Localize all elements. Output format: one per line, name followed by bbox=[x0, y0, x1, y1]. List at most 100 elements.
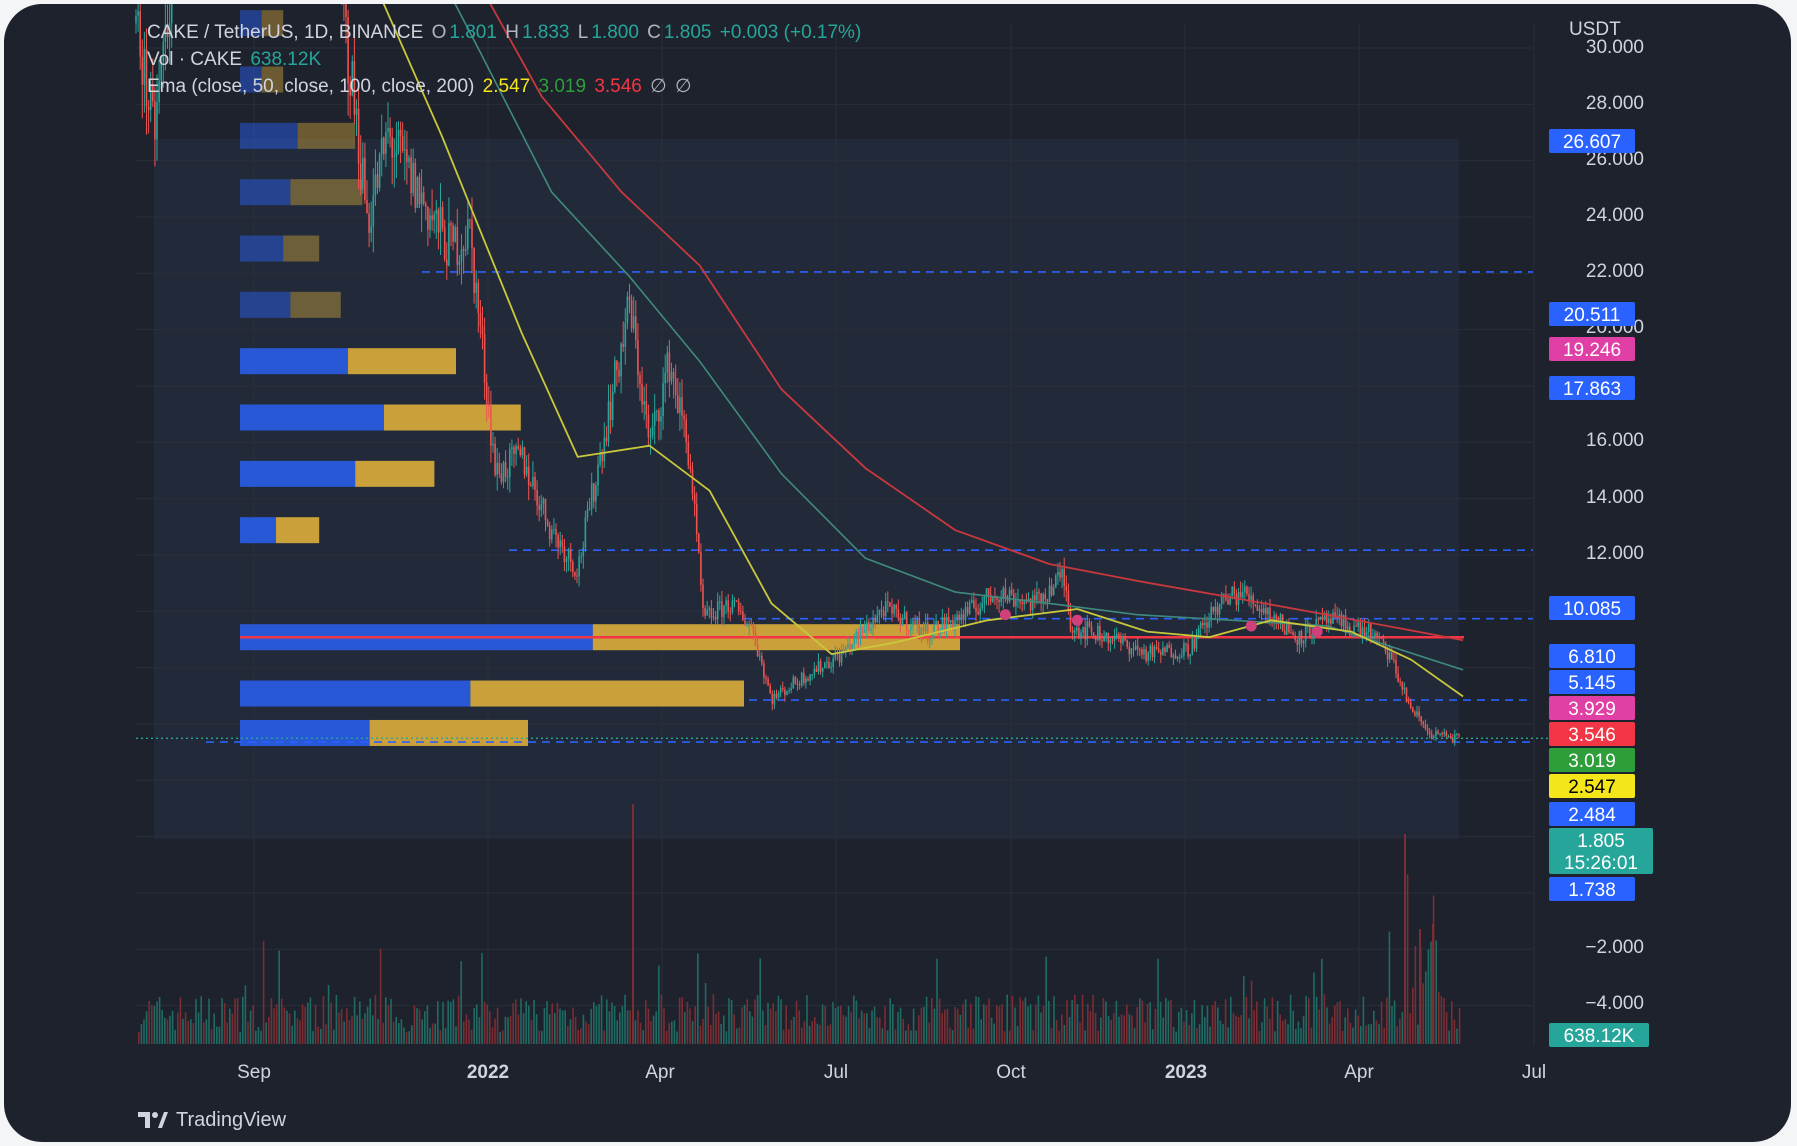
volume-bar bbox=[811, 1021, 813, 1044]
candle-body bbox=[1426, 728, 1429, 732]
candle-body bbox=[422, 192, 425, 204]
candle-body bbox=[1055, 575, 1057, 588]
volume-bar bbox=[1383, 1027, 1385, 1044]
volume-bar bbox=[496, 1007, 499, 1044]
ema100-line[interactable] bbox=[136, 4, 1464, 671]
volume-bar bbox=[197, 1012, 200, 1044]
volume-bar bbox=[1240, 1015, 1242, 1044]
volume-bar bbox=[1323, 994, 1326, 1044]
volume-label[interactable]: Vol · CAKE bbox=[147, 49, 243, 70]
ema-label[interactable]: Ema (close, 50, close, 100, close, 200) bbox=[147, 76, 475, 97]
volume-bar bbox=[548, 1014, 551, 1044]
candle-body bbox=[418, 177, 421, 205]
candle-body bbox=[1105, 632, 1107, 637]
candle-body bbox=[492, 443, 494, 446]
time-axis[interactable]: Sep 2022 Apr Jul Oct 2023 Apr Jul bbox=[237, 1062, 1546, 1083]
candle-body bbox=[790, 688, 792, 691]
volume-bar bbox=[1141, 1000, 1144, 1044]
volume-bar bbox=[990, 1017, 993, 1044]
time-tick-label: 2022 bbox=[467, 1062, 509, 1083]
candle-body bbox=[824, 662, 826, 669]
price-axis-unit[interactable]: USDT bbox=[1569, 19, 1621, 40]
tradingview-brand[interactable]: TradingView bbox=[138, 1106, 286, 1134]
volume-bar bbox=[894, 1029, 897, 1044]
candle-body bbox=[891, 606, 893, 614]
ema50-line[interactable] bbox=[136, 4, 1464, 698]
candle-body bbox=[1409, 702, 1412, 708]
volume-bar bbox=[1256, 1001, 1258, 1044]
candle-body bbox=[1229, 596, 1231, 605]
candle-body bbox=[1388, 652, 1391, 660]
volume-bar bbox=[647, 1008, 650, 1044]
volume-bar bbox=[1287, 1024, 1289, 1044]
candle-body bbox=[637, 340, 639, 376]
volume-bar bbox=[255, 1030, 257, 1044]
candle-body bbox=[981, 603, 984, 609]
candle-body bbox=[595, 485, 597, 502]
volume-bar bbox=[1315, 996, 1318, 1044]
volume-bar bbox=[1139, 998, 1141, 1044]
volume-bar bbox=[1297, 1021, 1300, 1044]
volume-bar bbox=[1451, 1001, 1453, 1044]
volume-bar bbox=[343, 1021, 345, 1044]
candle-body bbox=[1248, 594, 1250, 601]
candle-body bbox=[1034, 595, 1036, 601]
volume-bar bbox=[1360, 1026, 1362, 1044]
volume-bar bbox=[509, 1015, 512, 1044]
price-axis-tags: 26.607 20.511 19.246 17.863 10.085 6.810 5.145… bbox=[1549, 129, 1653, 1047]
volume-bar bbox=[1126, 1004, 1128, 1044]
candle-body bbox=[828, 661, 830, 668]
profile-bar-down bbox=[470, 680, 744, 707]
candle-body bbox=[1187, 644, 1189, 657]
volume-bar bbox=[1055, 1019, 1058, 1044]
price-tag-label: 638.12K bbox=[1564, 1026, 1635, 1047]
candle-body bbox=[542, 499, 545, 504]
candle-body bbox=[929, 638, 931, 641]
candle-body bbox=[1008, 589, 1011, 602]
ema200-line[interactable] bbox=[286, 4, 1464, 642]
candle-body bbox=[399, 129, 402, 137]
volume-bar bbox=[1401, 1012, 1404, 1044]
candle-body bbox=[926, 622, 929, 641]
candle-body bbox=[716, 601, 719, 620]
price-tag bbox=[1549, 850, 1653, 874]
candle-body bbox=[609, 401, 612, 421]
candle-body bbox=[1099, 626, 1101, 641]
candle-body bbox=[1195, 634, 1198, 649]
volume-bar bbox=[385, 997, 387, 1044]
volume-bar bbox=[933, 1008, 936, 1044]
price-tag bbox=[1549, 802, 1635, 826]
candle-body bbox=[1176, 657, 1179, 659]
volume-bar bbox=[1399, 1018, 1401, 1044]
volume-bar bbox=[1094, 1013, 1097, 1044]
candle-body bbox=[1384, 641, 1387, 652]
candle-body bbox=[670, 371, 673, 382]
volume-bar bbox=[338, 1012, 340, 1044]
candle-body bbox=[496, 462, 498, 475]
volume-bar bbox=[1081, 994, 1084, 1044]
profile-bar-down bbox=[261, 10, 284, 37]
volume-bar bbox=[330, 1002, 332, 1044]
candle-body bbox=[656, 410, 658, 412]
candle-body bbox=[643, 401, 645, 405]
volume-bar bbox=[1032, 1030, 1034, 1044]
symbol-title[interactable]: CAKE / TetherUS, 1D, BINANCE bbox=[147, 22, 424, 43]
volume-bar bbox=[1440, 996, 1443, 1044]
volume-bar bbox=[314, 1004, 317, 1044]
volume-bar bbox=[1154, 1008, 1157, 1044]
volume-bar bbox=[1061, 1014, 1063, 1044]
candle-body bbox=[389, 127, 391, 137]
candle-body bbox=[691, 469, 694, 494]
volume-bar bbox=[920, 1007, 923, 1044]
volume-bar bbox=[1162, 1017, 1164, 1044]
volume-bar bbox=[1066, 1000, 1068, 1044]
candle-body bbox=[1223, 593, 1225, 595]
price-chart[interactable]: 30.00028.00026.00024.00022.00020.00016.0… bbox=[4, 4, 1791, 1142]
candle-body bbox=[874, 618, 876, 623]
candle-body bbox=[1258, 609, 1261, 611]
volume-bar bbox=[707, 1006, 709, 1044]
volume-bar bbox=[335, 994, 338, 1044]
volume-bar bbox=[626, 1010, 629, 1044]
volume-bar bbox=[546, 1001, 548, 1044]
candle-body bbox=[960, 613, 963, 621]
